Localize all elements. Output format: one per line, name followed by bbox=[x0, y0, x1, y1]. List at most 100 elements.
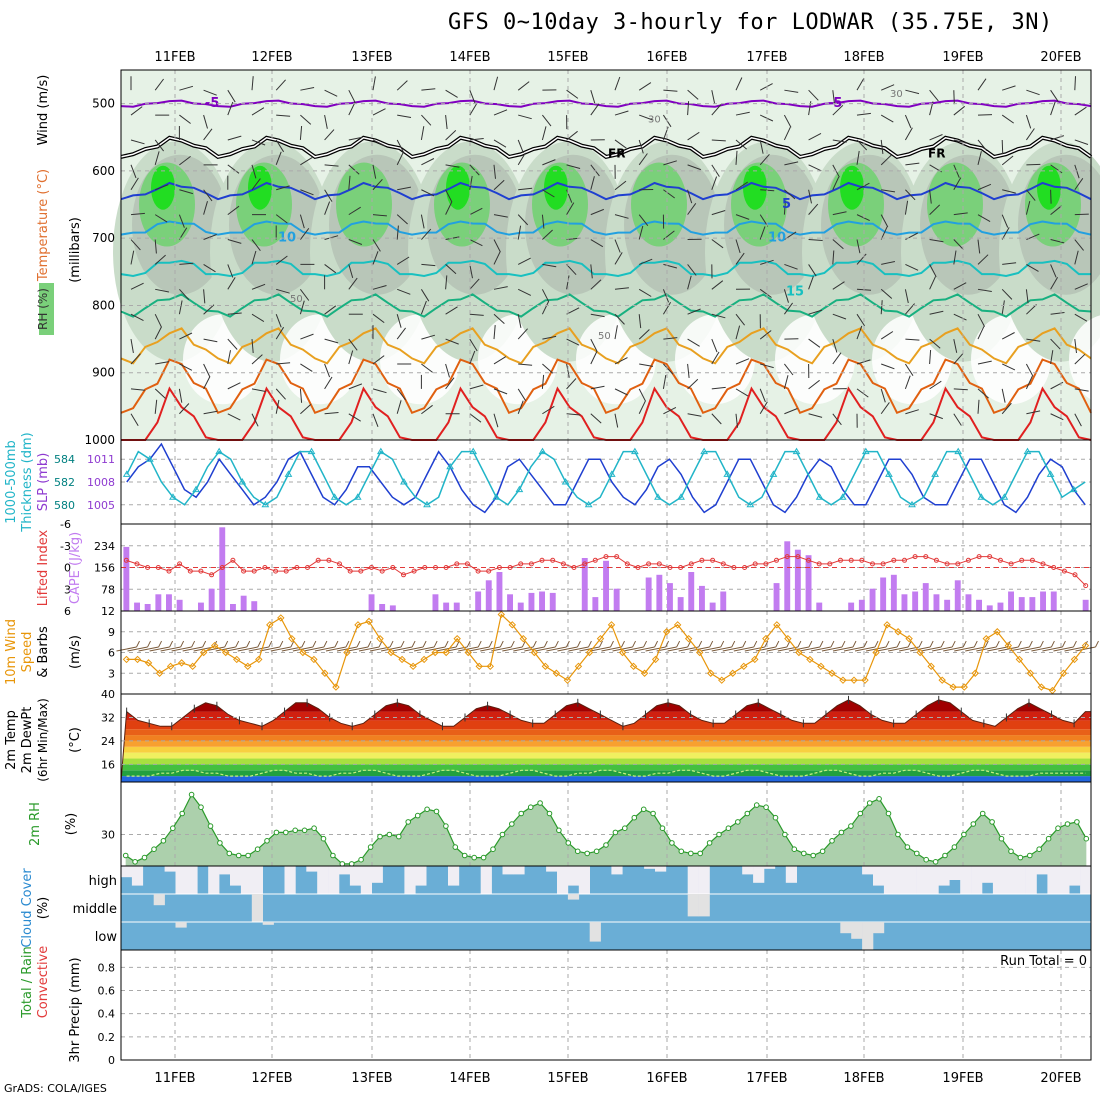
temp-band-group bbox=[121, 694, 1091, 782]
wind-barb-10m bbox=[734, 647, 754, 651]
ytick-precip: 0.4 bbox=[98, 1008, 116, 1021]
date-label-bottom: 12FEB bbox=[251, 1071, 292, 1086]
wind-barb-10m bbox=[877, 647, 897, 651]
isotherm-label: 5 bbox=[782, 197, 791, 212]
rh2m-point bbox=[152, 847, 157, 852]
cape-bar bbox=[923, 583, 929, 611]
cloud-clear-cell bbox=[688, 866, 699, 894]
wind-barb-flag bbox=[699, 641, 702, 647]
rh2m-point bbox=[1075, 820, 1080, 825]
ytick-pressure: 1000 bbox=[84, 433, 115, 447]
wind-barb-flag bbox=[622, 641, 625, 647]
wind-barb-flag bbox=[357, 641, 360, 647]
ylabel-temperature: Temperature (°C) bbox=[36, 169, 51, 282]
rh2m-point bbox=[123, 853, 128, 858]
wind-barb-flag bbox=[478, 641, 481, 647]
rh2m-point bbox=[397, 834, 402, 839]
ylabel-cloud: Cloud Cover bbox=[20, 868, 35, 948]
cloud-clear-cell bbox=[742, 866, 753, 874]
cape-bar bbox=[198, 603, 204, 611]
wind-barb-10m bbox=[227, 647, 247, 651]
rh2m-point bbox=[133, 860, 138, 865]
temp-band bbox=[121, 770, 1091, 776]
wind-barb-10m bbox=[546, 647, 566, 651]
cape-bar bbox=[443, 603, 449, 611]
wind-barb-flag bbox=[633, 641, 636, 647]
cloud-clear-cell bbox=[699, 866, 710, 894]
wind-barb-flag bbox=[456, 641, 459, 647]
rh2m-point bbox=[820, 849, 825, 854]
wind-barb-flag bbox=[280, 641, 283, 647]
rh2m-point bbox=[434, 809, 439, 814]
cloud-clear-cell bbox=[1080, 866, 1091, 894]
wind-barb-10m bbox=[1020, 647, 1040, 651]
wind-barb-flag bbox=[533, 641, 536, 647]
cape-bar bbox=[603, 561, 609, 611]
wind-barb-10m bbox=[888, 647, 908, 651]
rh2m-point bbox=[698, 851, 703, 856]
rh2m-point bbox=[236, 853, 241, 858]
cape-bar bbox=[667, 583, 673, 611]
cloud-clear-cell bbox=[568, 866, 579, 886]
rh2m-point bbox=[171, 826, 176, 831]
date-label-bottom: 13FEB bbox=[351, 1071, 392, 1086]
wind-barb-flag bbox=[809, 641, 812, 647]
rh2m-point bbox=[613, 830, 618, 835]
rh2m-point bbox=[246, 853, 251, 858]
cloud-clear-cell bbox=[884, 866, 895, 894]
wind-barb-flag bbox=[445, 641, 448, 647]
ytick-temp: 24 bbox=[101, 735, 115, 748]
cape-bar bbox=[806, 555, 812, 611]
wind-barb-flag bbox=[853, 641, 856, 647]
cape-bar bbox=[123, 547, 129, 611]
wind-barb-flag bbox=[1051, 641, 1054, 647]
ylabel-precip-convective: Convective bbox=[36, 946, 51, 1019]
wind-barb-10m bbox=[359, 647, 379, 651]
rh2m-point bbox=[425, 807, 430, 812]
cloud-clear-cell bbox=[154, 894, 165, 905]
wind-barb bbox=[1075, 76, 1076, 90]
rh2m-point bbox=[717, 832, 722, 837]
rh2m-point bbox=[745, 811, 750, 816]
ytick-pressure: 800 bbox=[92, 298, 115, 312]
rh2m-point bbox=[387, 832, 392, 837]
ytick-temp: 16 bbox=[101, 758, 115, 771]
ytick-wind: 3 bbox=[108, 667, 115, 680]
cloud-level-label: high bbox=[89, 874, 117, 889]
cloud-clear-cell bbox=[873, 922, 884, 933]
rh2m-point bbox=[331, 853, 336, 858]
wind-barb-flag bbox=[203, 641, 206, 647]
rh2m-point bbox=[547, 811, 552, 816]
rh2m-point bbox=[312, 826, 317, 831]
rh2m-point bbox=[641, 807, 646, 812]
cloud-clear-cell bbox=[513, 866, 524, 874]
cape-bar bbox=[891, 575, 897, 611]
wind-barb-10m bbox=[568, 647, 588, 651]
ylabel-thickness: 1000-500mb bbox=[4, 440, 19, 524]
wind-barb-flag bbox=[1040, 641, 1043, 647]
temp-band bbox=[121, 720, 1091, 729]
date-label-top: 16FEB bbox=[646, 50, 687, 65]
wind-barb-flag bbox=[820, 641, 823, 647]
rh2m-point bbox=[764, 805, 769, 810]
date-label-top: 17FEB bbox=[746, 50, 787, 65]
wind-barb-10m bbox=[557, 647, 577, 651]
wind-barb-flag bbox=[599, 641, 602, 647]
rh2m-point bbox=[971, 822, 976, 827]
cloud-clear-cell bbox=[263, 922, 274, 925]
cape-bar bbox=[433, 594, 439, 611]
cloud-clear-cell bbox=[655, 866, 666, 872]
rh2m-point bbox=[1009, 849, 1014, 854]
ytick-rh: 30 bbox=[101, 829, 115, 842]
cloud-clear-cell bbox=[971, 866, 982, 894]
wind-barb-flag bbox=[688, 641, 691, 647]
cloud-clear-cell bbox=[840, 922, 851, 933]
cloud-clear-cell bbox=[949, 866, 960, 880]
ylabel-dewpt: 2m DewPt bbox=[20, 707, 35, 774]
wind-barb-10m bbox=[723, 647, 743, 651]
wind-barb-10m bbox=[745, 647, 765, 651]
wind-barb-flag bbox=[555, 641, 558, 647]
temp-band bbox=[121, 741, 1091, 747]
cloud-clear-cell bbox=[241, 866, 252, 894]
wind-barb-flag bbox=[489, 641, 492, 647]
